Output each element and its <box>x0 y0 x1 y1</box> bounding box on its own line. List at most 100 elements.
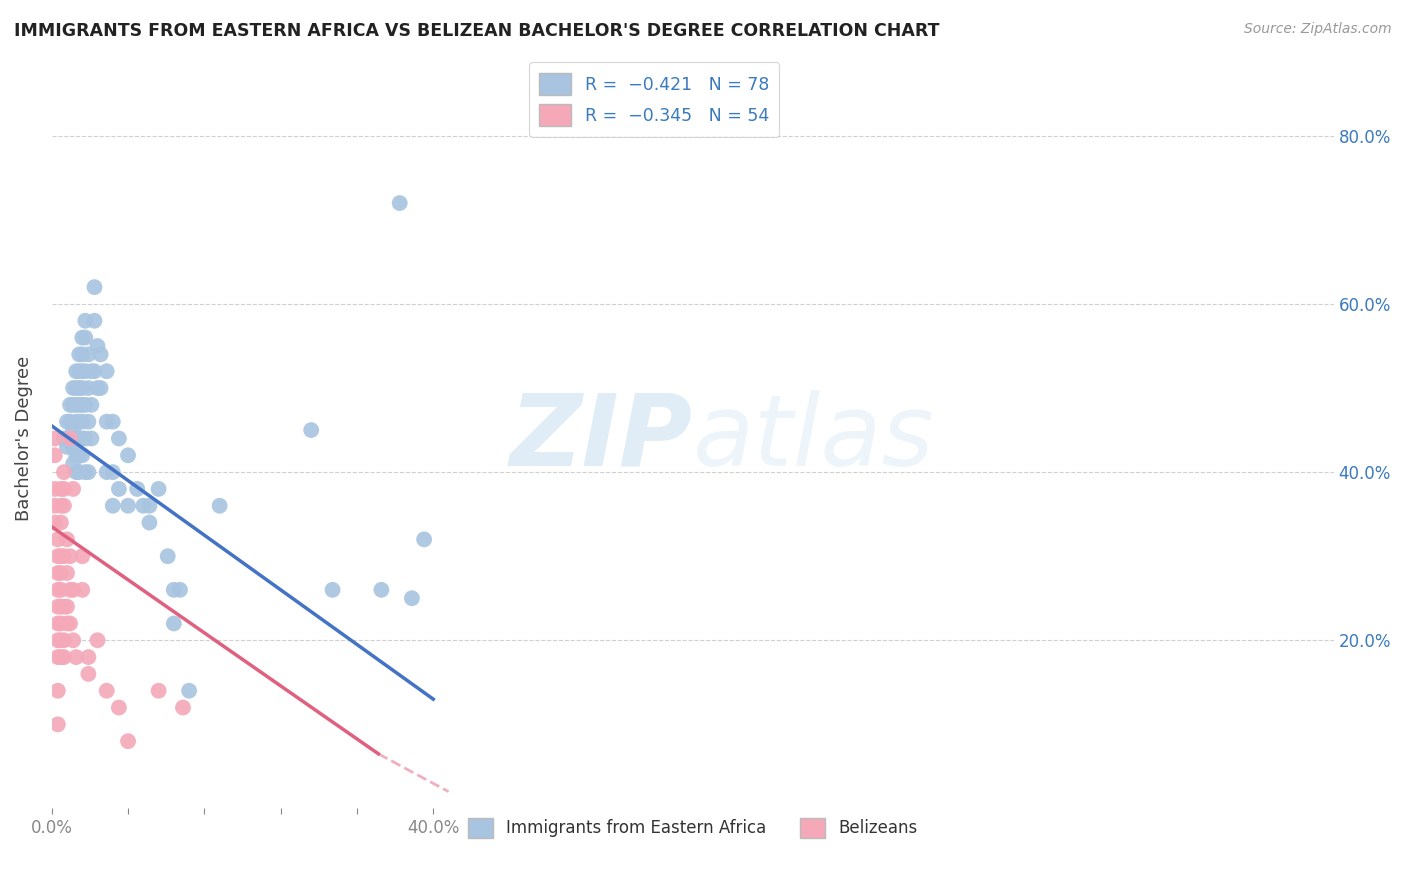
Text: ZIP: ZIP <box>510 390 693 487</box>
Point <box>52 549 75 564</box>
Point <box>101 499 124 513</box>
Point <box>49 499 72 513</box>
Point <box>44 482 66 496</box>
Point <box>67 347 90 361</box>
Point <box>72 448 94 462</box>
Point <box>67 381 90 395</box>
Point <box>370 582 392 597</box>
Y-axis label: Bachelor's Degree: Bachelor's Degree <box>15 356 32 521</box>
Point <box>49 599 72 614</box>
Point <box>62 423 84 437</box>
Point <box>72 549 94 564</box>
Point <box>52 465 75 479</box>
Point <box>62 398 84 412</box>
Point <box>75 330 97 344</box>
Point <box>65 398 87 412</box>
Point <box>86 339 108 353</box>
Text: Source: ZipAtlas.com: Source: ZipAtlas.com <box>1244 22 1392 37</box>
Point <box>75 432 97 446</box>
Point <box>46 717 69 731</box>
Point <box>49 549 72 564</box>
Point <box>65 465 87 479</box>
Point <box>169 582 191 597</box>
Point <box>75 314 97 328</box>
Point <box>59 398 82 412</box>
Point <box>96 683 118 698</box>
Point <box>299 423 322 437</box>
Point <box>49 482 72 496</box>
Point <box>80 364 103 378</box>
Point <box>56 599 79 614</box>
Point <box>44 448 66 462</box>
Point <box>148 683 170 698</box>
Point <box>56 415 79 429</box>
Point <box>49 616 72 631</box>
Legend: Immigrants from Eastern Africa, Belizeans: Immigrants from Eastern Africa, Belizean… <box>461 811 924 845</box>
Point <box>62 482 84 496</box>
Point <box>59 415 82 429</box>
Point <box>62 440 84 454</box>
Point <box>108 432 131 446</box>
Point <box>65 448 87 462</box>
Point <box>46 683 69 698</box>
Point <box>62 633 84 648</box>
Point <box>96 465 118 479</box>
Point <box>52 499 75 513</box>
Point <box>148 482 170 496</box>
Point <box>72 381 94 395</box>
Point <box>72 415 94 429</box>
Point <box>80 398 103 412</box>
Point <box>49 566 72 580</box>
Point <box>65 364 87 378</box>
Point <box>46 549 69 564</box>
Point <box>72 330 94 344</box>
Point <box>46 599 69 614</box>
Point <box>67 364 90 378</box>
Point <box>90 347 112 361</box>
Point <box>59 616 82 631</box>
Point <box>77 381 100 395</box>
Point <box>72 432 94 446</box>
Point <box>77 465 100 479</box>
Point <box>83 314 105 328</box>
Point <box>72 364 94 378</box>
Point <box>65 432 87 446</box>
Point <box>62 582 84 597</box>
Point <box>108 482 131 496</box>
Point <box>67 415 90 429</box>
Point <box>163 582 186 597</box>
Point <box>49 516 72 530</box>
Point <box>83 364 105 378</box>
Point <box>77 650 100 665</box>
Point <box>56 616 79 631</box>
Point <box>44 516 66 530</box>
Point <box>177 683 200 698</box>
Point <box>80 432 103 446</box>
Point <box>65 650 87 665</box>
Point <box>56 440 79 454</box>
Point <box>86 633 108 648</box>
Point <box>52 432 75 446</box>
Point <box>52 633 75 648</box>
Point <box>49 633 72 648</box>
Point <box>172 700 194 714</box>
Point <box>52 650 75 665</box>
Point <box>401 591 423 606</box>
Point <box>49 582 72 597</box>
Point <box>322 582 344 597</box>
Point <box>117 448 139 462</box>
Point <box>388 196 411 211</box>
Point <box>46 533 69 547</box>
Point <box>56 566 79 580</box>
Point <box>67 432 90 446</box>
Point <box>413 533 436 547</box>
Point <box>90 381 112 395</box>
Point <box>77 415 100 429</box>
Point <box>65 381 87 395</box>
Point <box>62 381 84 395</box>
Point <box>59 582 82 597</box>
Point <box>77 667 100 681</box>
Point <box>208 499 231 513</box>
Point <box>46 582 69 597</box>
Point <box>101 465 124 479</box>
